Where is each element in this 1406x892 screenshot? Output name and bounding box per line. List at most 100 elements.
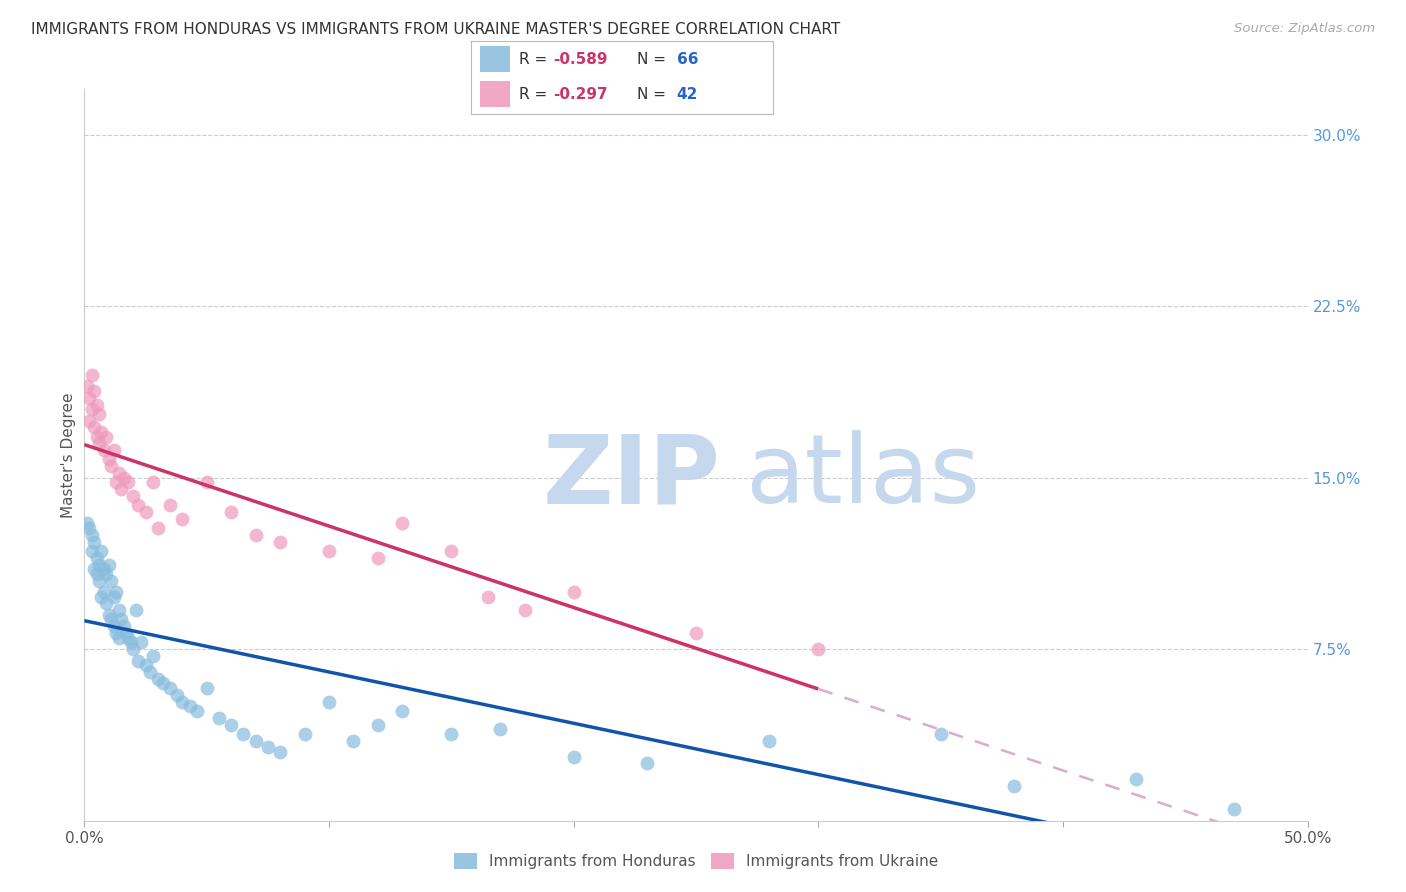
Point (112, 619, 135, 633)
Point (77, 414, 100, 428)
Point (367, 717, 389, 731)
Point (513, 603, 536, 617)
Point (195, 475, 218, 490)
Point (179, 699, 201, 714)
Point (318, 544, 340, 558)
Text: N =: N = (637, 52, 671, 67)
Point (110, 613, 132, 627)
Point (83, 420, 105, 434)
Point (195, 681, 218, 695)
Y-axis label: Master's Degree: Master's Degree (60, 392, 76, 517)
Point (80, 402, 103, 417)
Text: -0.589: -0.589 (553, 52, 607, 67)
Point (152, 676, 174, 690)
Point (685, 626, 707, 640)
Point (127, 498, 149, 512)
Point (97, 452, 120, 467)
Point (125, 603, 148, 617)
Point (83, 384, 105, 398)
Point (90, 425, 112, 439)
Point (86, 566, 108, 581)
Point (142, 649, 165, 664)
Point (159, 681, 181, 695)
Point (489, 723, 512, 737)
Text: 42: 42 (676, 87, 697, 102)
Point (142, 475, 165, 490)
Point (318, 695, 340, 709)
Point (80, 528, 103, 542)
Point (477, 590, 499, 604)
Point (112, 471, 135, 485)
Text: R =: R = (519, 52, 553, 67)
Point (269, 745, 291, 759)
Point (208, 711, 231, 725)
Point (103, 590, 125, 604)
Point (80, 368, 103, 382)
Point (186, 704, 208, 718)
Point (232, 727, 254, 741)
Point (107, 631, 129, 645)
Point (139, 665, 162, 679)
Point (80, 544, 103, 558)
Point (105, 475, 128, 490)
Point (219, 717, 242, 731)
Point (1002, 780, 1025, 794)
Point (96, 566, 118, 581)
Point (107, 603, 129, 617)
Point (342, 733, 364, 747)
Point (929, 727, 952, 741)
Point (97, 607, 120, 622)
Bar (479, 80, 510, 107)
Point (269, 534, 291, 549)
Point (83, 562, 105, 576)
Point (294, 727, 316, 741)
Point (86, 430, 108, 444)
Point (440, 544, 463, 558)
Point (146, 672, 169, 686)
Point (87, 407, 110, 421)
Point (135, 658, 157, 673)
Text: IMMIGRANTS FROM HONDURAS VS IMMIGRANTS FROM UKRAINE MASTER'S DEGREE CORRELATION : IMMIGRANTS FROM HONDURAS VS IMMIGRANTS F… (31, 22, 841, 37)
Point (96, 597, 118, 611)
Point (758, 733, 780, 747)
Point (90, 590, 112, 604)
Point (86, 398, 108, 412)
Point (122, 642, 145, 657)
Point (100, 574, 122, 588)
Point (105, 626, 128, 640)
Point (117, 631, 139, 645)
Point (172, 695, 194, 709)
Point (367, 550, 389, 565)
Point (1223, 802, 1246, 816)
Point (77, 521, 100, 535)
Point (562, 585, 585, 599)
Point (90, 544, 112, 558)
Point (159, 498, 181, 512)
Legend: Immigrants from Honduras, Immigrants from Ukraine: Immigrants from Honduras, Immigrants fro… (447, 847, 945, 875)
Point (117, 475, 139, 490)
Point (87, 436, 110, 450)
Point (97, 558, 120, 572)
Point (166, 688, 188, 702)
Text: ZIP: ZIP (543, 430, 720, 524)
Point (93, 562, 115, 576)
Text: -0.297: -0.297 (553, 87, 607, 102)
Point (96, 430, 118, 444)
Point (245, 528, 267, 542)
Point (391, 704, 413, 718)
Text: R =: R = (519, 87, 553, 102)
Point (115, 626, 138, 640)
Point (100, 459, 122, 474)
Point (391, 516, 413, 531)
Point (105, 585, 128, 599)
Point (440, 727, 463, 741)
Point (219, 505, 242, 519)
Point (245, 733, 267, 747)
Point (146, 521, 169, 535)
Point (135, 505, 157, 519)
Point (87, 574, 110, 588)
Point (1125, 772, 1147, 787)
Point (129, 635, 152, 649)
Point (127, 654, 149, 668)
Text: N =: N = (637, 87, 671, 102)
